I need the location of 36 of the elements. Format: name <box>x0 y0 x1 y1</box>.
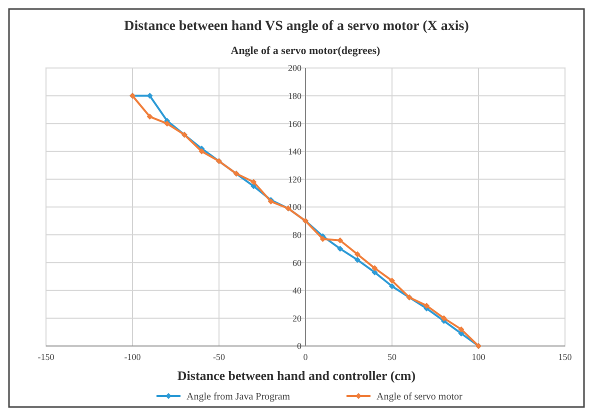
y-axis-title: Angle of a servo motor(degrees) <box>230 45 381 57</box>
y-tick-label: 80 <box>292 230 302 240</box>
legend-label: Angle of servo motor <box>376 392 463 402</box>
y-tick-label: 160 <box>288 118 302 129</box>
y-tick-label: 140 <box>288 146 302 157</box>
x-tick-label: 50 <box>388 352 397 362</box>
x-tick-label: -100 <box>124 352 142 362</box>
x-tick-label: 100 <box>472 352 486 362</box>
point <box>389 278 395 284</box>
x-tick-label: 0 <box>303 352 308 362</box>
x-tick-label: -150 <box>38 352 55 362</box>
point <box>458 326 464 332</box>
point <box>337 237 344 244</box>
point <box>354 256 360 263</box>
point <box>372 265 378 272</box>
x-tick-label: 150 <box>558 352 572 362</box>
y-tick-label: 180 <box>288 90 302 101</box>
chart-title: Distance between hand VS angle of a servo motor (X axis) <box>124 19 470 34</box>
point <box>146 114 153 120</box>
point <box>440 315 447 322</box>
point <box>424 302 430 309</box>
y-tick-label: 40 <box>292 286 302 296</box>
point <box>354 251 360 258</box>
y-tick-label: 120 <box>288 174 302 184</box>
point <box>389 283 395 290</box>
point <box>337 246 344 252</box>
x-axis-title: Distance between hand and controller (cm) <box>177 368 416 383</box>
legend-label: Angle from Java Program <box>186 392 290 402</box>
y-tick-label: 60 <box>292 258 302 268</box>
y-tick-label: 200 <box>288 63 302 74</box>
x-tick-label: -50 <box>213 352 226 362</box>
y-tick-label: 20 <box>292 313 302 324</box>
point <box>320 236 326 242</box>
point <box>164 120 170 127</box>
point <box>250 178 257 185</box>
point <box>198 148 205 154</box>
